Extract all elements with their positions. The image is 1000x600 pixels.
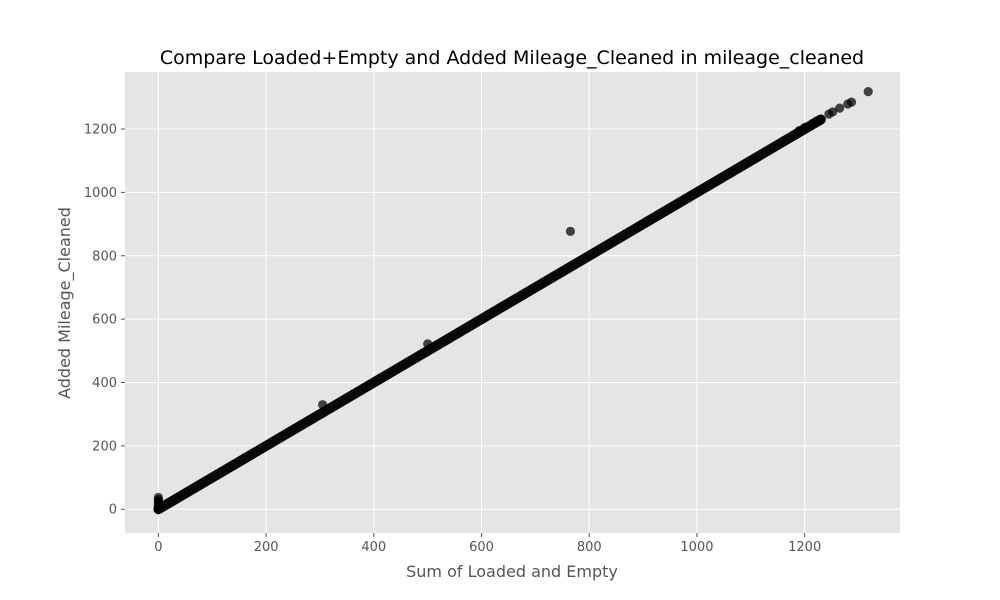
y-axis-ticks: 0 200 400 600 800 1000 1200 [84,123,125,518]
x-tick-label: 1000 [680,540,713,555]
y-tick-label: 600 [92,313,117,328]
data-point [153,492,163,503]
y-tick-label: 200 [92,439,117,454]
data-point [828,107,838,117]
data-point [815,114,825,125]
data-point [565,226,575,236]
data-point [318,400,328,410]
y-tick-label: 1000 [84,186,117,201]
x-tick-label: 1200 [788,540,821,555]
y-tick-label: 800 [92,249,117,264]
y-tick-label: 1200 [84,123,117,138]
y-tick-label: 400 [92,376,117,391]
data-points [153,87,873,514]
data-point [835,103,845,113]
data-point [846,97,857,107]
y-axis-label: Added Mileage_Cleaned [55,207,75,399]
data-point [863,87,873,97]
chart-title: Compare Loaded+Empty and Added Mileage_C… [160,47,864,69]
grid-lines [125,72,900,533]
trend-band [153,114,826,515]
x-tick-label: 0 [154,540,162,555]
x-tick-label: 400 [361,540,386,555]
x-axis-ticks: 0 200 400 600 800 1000 1200 [154,533,821,555]
x-axis-label: Sum of Loaded and Empty [406,562,618,581]
data-point [156,503,166,513]
data-point [423,339,433,349]
y-tick-label: 0 [109,503,117,518]
data-point [800,122,810,133]
dense-point-band [153,114,826,515]
x-tick-label: 600 [469,540,494,555]
x-tick-label: 800 [577,540,602,555]
x-tick-label: 200 [254,540,279,555]
